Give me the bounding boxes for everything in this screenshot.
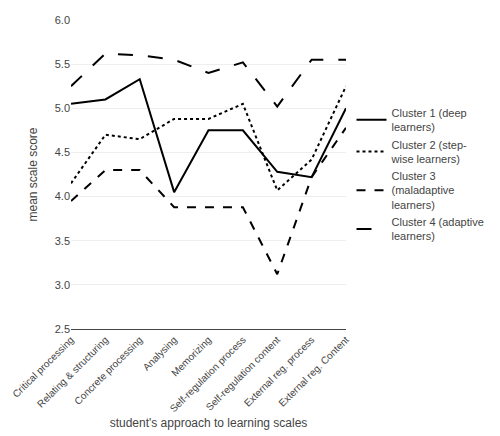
svg-text:Analysing: Analysing	[141, 334, 179, 372]
svg-text:5.5: 5.5	[55, 58, 70, 70]
svg-text:External reg. Content: External reg. Content	[276, 334, 351, 409]
svg-text:Cluster 4 (adaptivelearners): Cluster 4 (adaptivelearners)	[392, 216, 484, 242]
svg-text:Self-regulation process: Self-regulation process	[168, 334, 248, 414]
svg-text:mean scale score: mean scale score	[26, 127, 40, 221]
svg-text:Critical processing: Critical processing	[10, 334, 76, 400]
svg-text:3.5: 3.5	[55, 235, 70, 247]
svg-text:6.0: 6.0	[55, 14, 70, 26]
svg-text:3.0: 3.0	[55, 279, 70, 291]
svg-text:Cluster 1 (deeplearners): Cluster 1 (deeplearners)	[392, 107, 467, 133]
svg-text:Cluster 2 (step-wise learners): Cluster 2 (step-wise learners)	[391, 139, 468, 165]
svg-text:Cluster 3(maladaptivelearners): Cluster 3(maladaptivelearners)	[392, 170, 455, 211]
svg-text:4.5: 4.5	[55, 146, 70, 158]
svg-text:Memorizing: Memorizing	[169, 334, 213, 378]
svg-text:Concrete processing: Concrete processing	[72, 334, 145, 407]
svg-text:Relating & structuring: Relating & structuring	[35, 334, 110, 409]
svg-text:student's approach to learning: student's approach to learning scales	[110, 416, 308, 430]
svg-text:External reg. process: External reg. process	[242, 334, 317, 409]
svg-text:5.0: 5.0	[55, 102, 70, 114]
svg-text:2.5: 2.5	[55, 323, 70, 335]
svg-text:Self-regulation content: Self-regulation content	[204, 334, 283, 413]
svg-text:4.0: 4.0	[55, 190, 70, 202]
